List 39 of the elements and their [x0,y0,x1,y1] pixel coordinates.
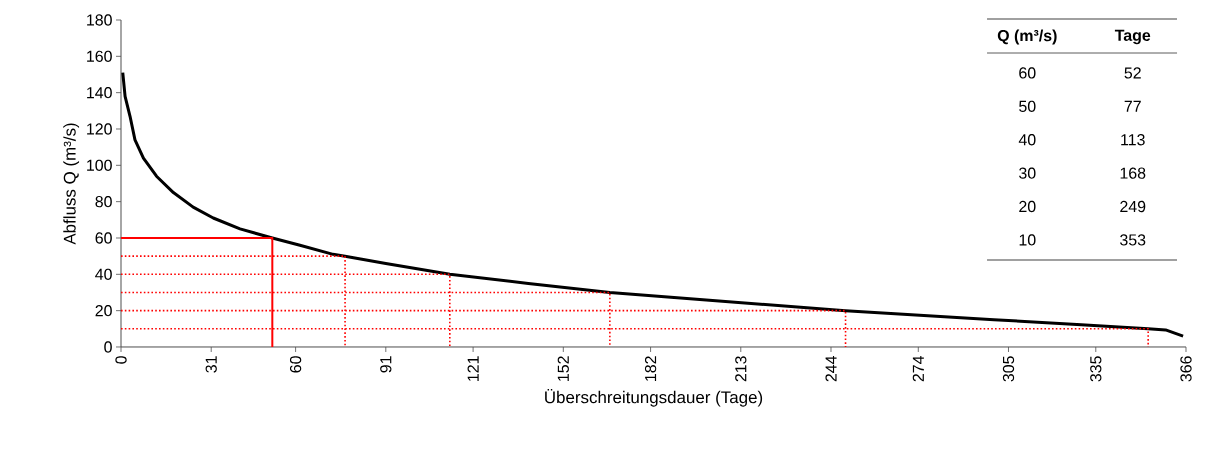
y-tick-label: 160 [87,50,112,62]
y-tick-label: 140 [87,87,112,99]
x-tick-label: 121 [467,356,479,381]
x-tick-label: 0 [115,356,127,364]
x-tick-label: 182 [644,356,657,381]
annotation: 20 [1019,200,1036,213]
x-tick-label: 152 [557,356,569,381]
y-tick-label: 20 [95,305,112,317]
y-tick-label: 180 [87,14,112,26]
annotation: 113 [1121,134,1145,146]
y-tick-label: 0 [104,341,112,353]
annotation: 10 [1019,234,1036,246]
annotation: 353 [1120,234,1146,246]
x-tick-label: 213 [735,356,747,382]
y-tick-label: 120 [87,123,112,135]
annotation: 30 [1019,167,1036,179]
y-tick-label: 40 [95,268,112,280]
annotation: 52 [1124,67,1141,79]
annotation: 249 [1120,200,1146,213]
x-tick-label: 366 [1180,356,1192,382]
annotation: Q (m³/s) [997,29,1057,45]
x-tick-label: 274 [912,355,924,382]
x-tick-label: 305 [1002,356,1015,382]
x-tick-label: 244 [825,355,837,382]
annotation: 60 [1019,67,1036,79]
annotation: 40 [1018,134,1036,146]
y-axis-title: Abfluss Q (m³/s) [63,123,80,245]
y-tick-label: 80 [95,196,112,208]
x-tick-label: 91 [380,356,392,373]
x-tick-label: 335 [1090,356,1102,382]
y-tick-label: 100 [87,159,112,171]
annotation: 168 [1120,167,1146,179]
x-tick-label: 60 [289,356,302,373]
annotation: 77 [1124,100,1141,112]
annotation: Tage [1114,29,1151,45]
x-tick-label: 31 [205,356,217,373]
x-axis-title: Überschreitungsdauer (Tage) [545,388,763,407]
annotation: 50 [1019,100,1036,112]
y-tick-label: 60 [95,232,112,244]
